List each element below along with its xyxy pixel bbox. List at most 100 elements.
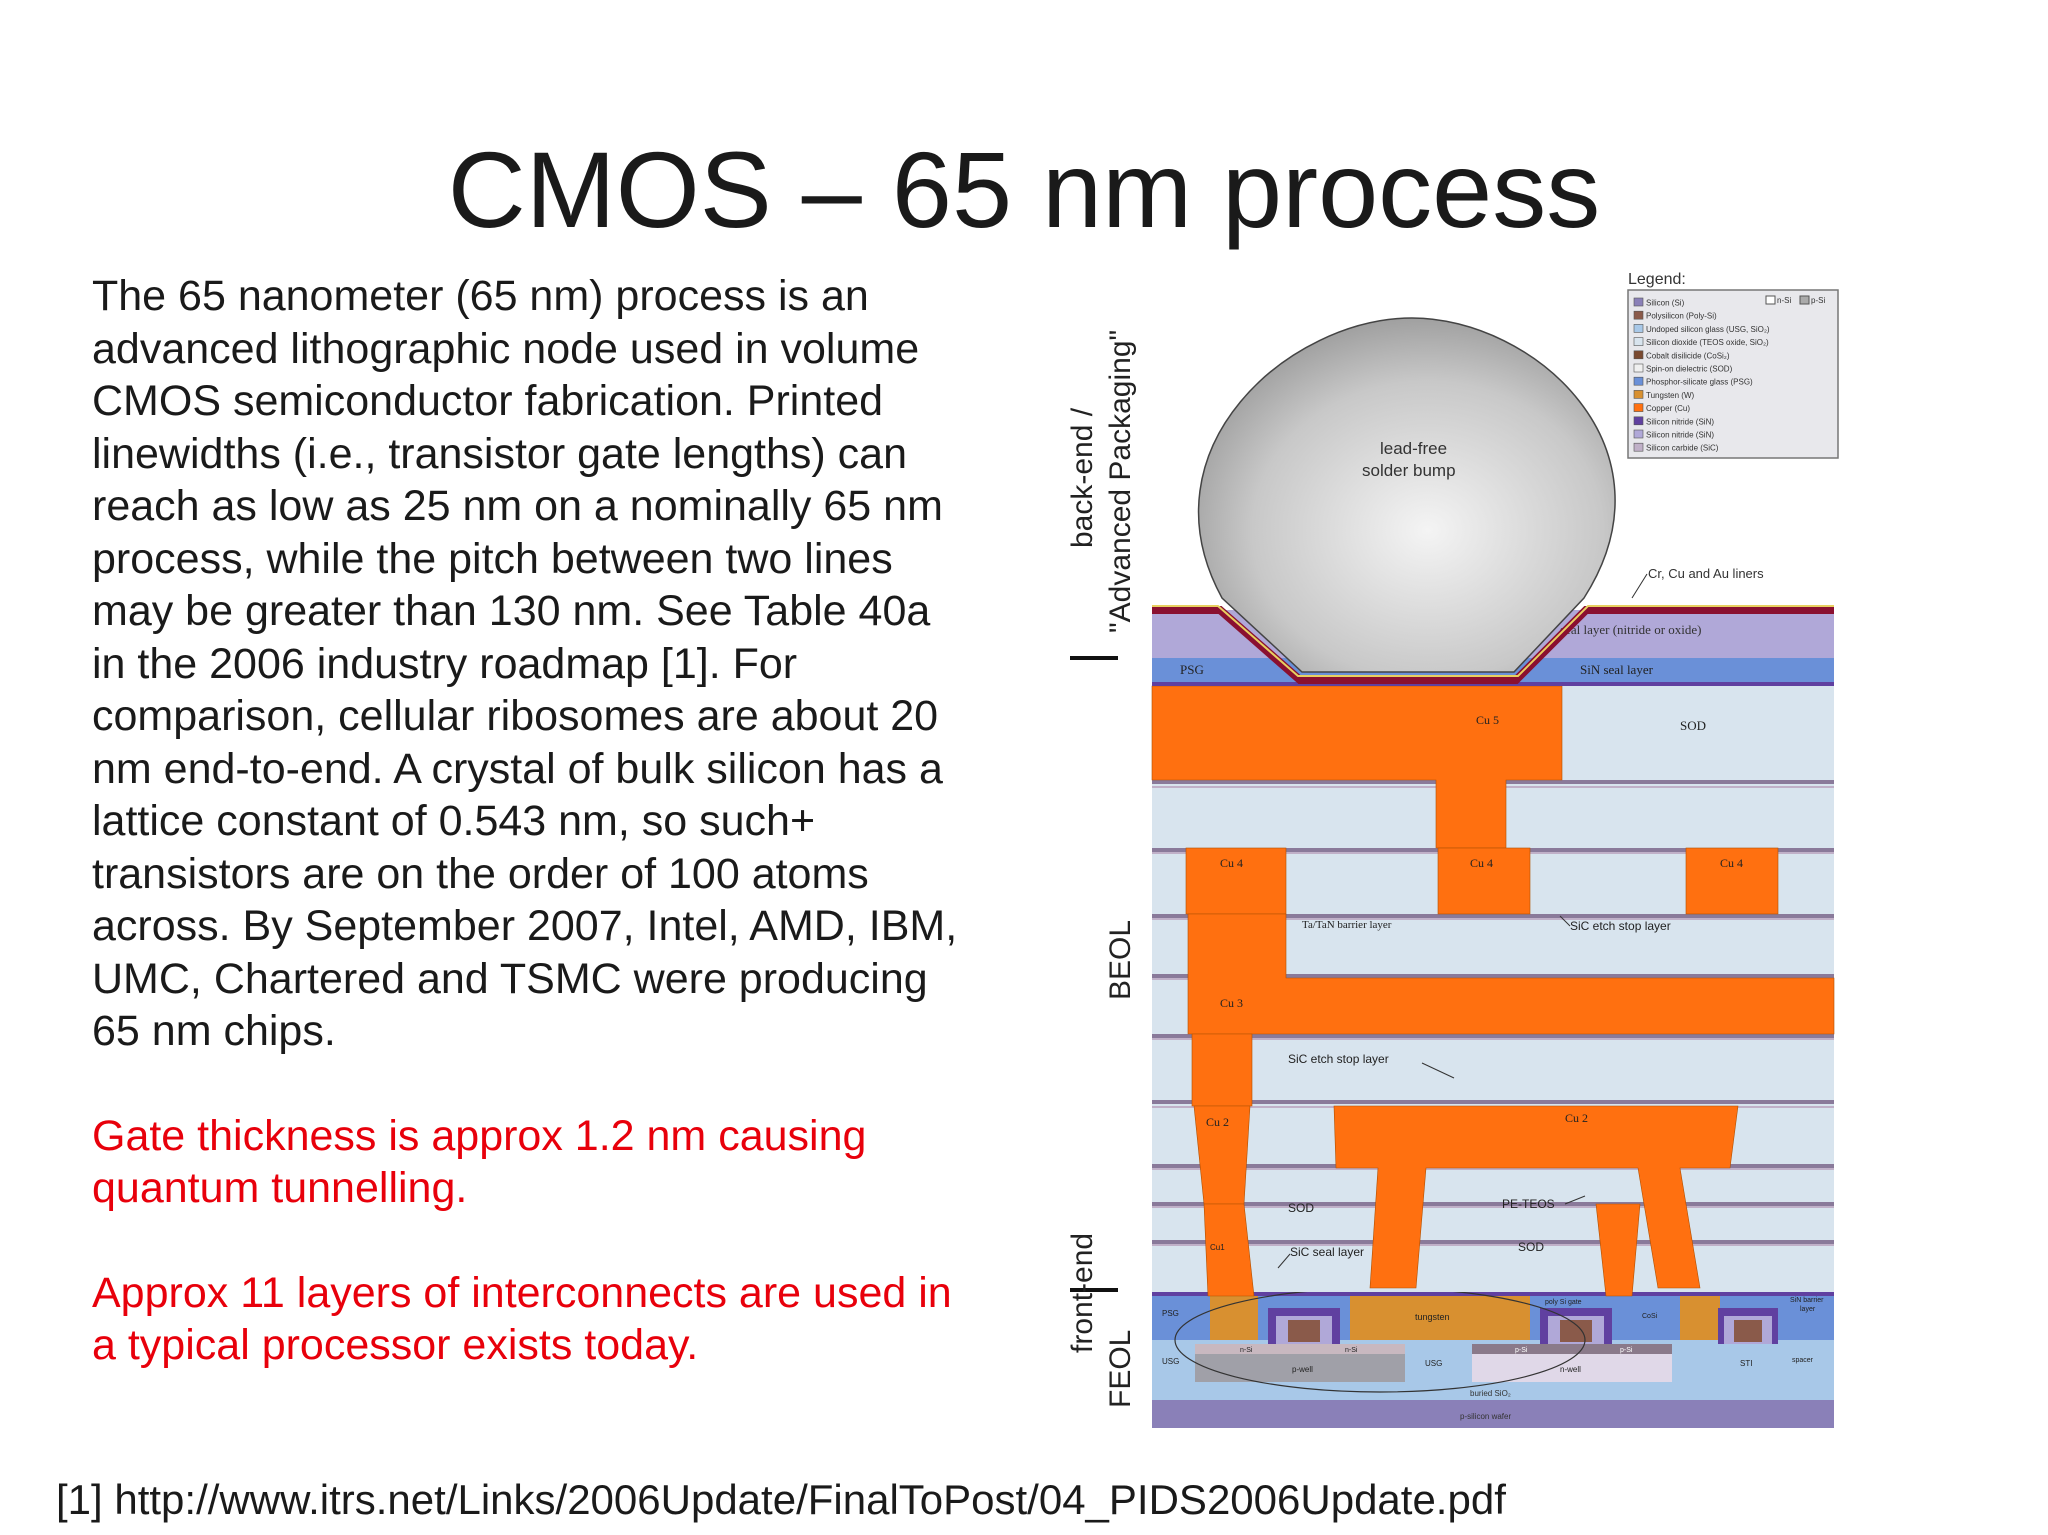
label-psg: PSG [1180, 662, 1204, 677]
label-sic-seal: SiC seal layer [1290, 1245, 1364, 1259]
gate-middle [1540, 1308, 1612, 1344]
cu3-shape [1187, 913, 1835, 1035]
gate-left [1268, 1308, 1340, 1344]
label-usg-left: USG [1162, 1357, 1179, 1366]
label-poly-gate: poly Si gate [1545, 1299, 1582, 1306]
legend-item-label: Cobalt disilicide (CoSi₂) [1646, 351, 1730, 360]
interlayer-line [1152, 1034, 1834, 1038]
label-cu4-middle: Cu 4 [1470, 856, 1493, 870]
label-cu4-left: Cu 4 [1220, 856, 1243, 870]
legend-p-si-swatch [1799, 295, 1810, 305]
legend-n-si: n-Si [1777, 296, 1791, 305]
label-cu4-right: Cu 4 [1720, 856, 1743, 870]
diffusion-right [1472, 1344, 1672, 1354]
legend-swatch [1633, 403, 1644, 412]
cu1-via [1595, 1203, 1641, 1297]
legend-item-label: Silicon nitride (SiN) [1646, 417, 1714, 426]
legend-swatch [1633, 337, 1644, 346]
legend-swatch [1633, 324, 1644, 333]
interlayer-line [1152, 1202, 1834, 1206]
label-sin-barrier: SiN barrier [1790, 1297, 1824, 1304]
legend-swatch [1633, 363, 1644, 373]
legend-item-label: Silicon (Si) [1646, 299, 1685, 308]
label-liners: Cr, Cu and Au liners [1648, 566, 1764, 581]
label-sic-etch-1: SiC etch stop layer [1570, 919, 1671, 933]
label-n-well: n-well [1560, 1365, 1581, 1374]
cu2-bridge [1333, 1105, 1739, 1289]
label-pe-teos: PE-TEOS [1502, 1197, 1555, 1211]
cu4-left [1185, 847, 1287, 915]
legend-item-label: Phosphor-silicate glass (PSG) [1646, 378, 1753, 387]
cu1-left [1203, 1203, 1255, 1297]
legend-swatch [1633, 390, 1644, 399]
label-cosi: CoSi [1642, 1313, 1658, 1320]
label-psg-low: PSG [1162, 1309, 1179, 1318]
legend-item-label: Silicon dioxide (TEOS oxide, SiO₂) [1646, 338, 1769, 347]
label-sod-top: SOD [1680, 718, 1706, 733]
label-spacer: spacer [1792, 1357, 1814, 1364]
buried-oxide [1152, 1384, 1834, 1400]
legend-swatch [1633, 416, 1644, 426]
legend-swatch [1633, 376, 1644, 386]
label-beol: BEOL [1104, 920, 1137, 1000]
gate-right [1718, 1308, 1778, 1344]
label-sin-seal: SiN seal layer [1580, 662, 1654, 677]
label-p-si-2: p-Si [1620, 1347, 1633, 1354]
interlayer-line [1152, 914, 1834, 918]
legend-items: Silicon (Si) Polysilicon (Poly-Si) Undoped… [1633, 297, 1770, 453]
bump-opening-liner [1152, 606, 1834, 684]
label-cu3: Cu 3 [1220, 996, 1243, 1010]
highlight-gate-thickness: Gate thickness is approx 1.2 nm causing … [92, 1111, 867, 1213]
body-text-column: The 65 nanometer (65 nm) process is an a… [92, 270, 972, 1372]
copper-interconnects [1151, 685, 1835, 1297]
tungsten-plug-left [1210, 1296, 1258, 1340]
legend-swatch [1633, 442, 1644, 452]
legend-item-label: Copper (Cu) [1646, 404, 1690, 413]
lead-free-solder-bump [1197, 317, 1616, 673]
label-usg-mid: USG [1425, 1359, 1442, 1368]
label-wafer: p-silicon wafer [1460, 1412, 1511, 1421]
label-p-well: p-well [1292, 1365, 1313, 1374]
legend-title: Legend: [1628, 271, 1686, 288]
sic-etch-pointer-2 [1421, 1062, 1455, 1079]
sic-etch-pointer-1 [1559, 915, 1571, 927]
cu4-middle [1437, 847, 1531, 915]
label-seal-layer: seal layer (nitride or oxide) [1560, 622, 1702, 637]
legend: Legend: Silicon (Si) Polysilicon (Poly-Si… [1627, 271, 1839, 459]
sic-seal-pointer [1277, 1253, 1291, 1269]
legend-n-si-swatch [1765, 295, 1776, 305]
tungsten-plug-right [1680, 1296, 1720, 1340]
label-solder-2: solder bump [1362, 461, 1456, 480]
legend-item-label: Undoped silicon glass (USG, SiO₂) [1646, 325, 1770, 334]
interlayer-line [1152, 1206, 1834, 1208]
label-tungsten: tungsten [1415, 1312, 1450, 1322]
legend-swatch [1633, 297, 1644, 307]
cmos-cross-section-figure: back-end / "Advanced Packaging" BEOL fro… [1040, 268, 1840, 1438]
label-n-si-1: n-Si [1240, 1347, 1253, 1354]
legend-item-label: Tungsten (W) [1646, 391, 1694, 400]
label-sic-etch-2: SiC etch stop layer [1288, 1052, 1389, 1066]
legend-item-label: Silicon nitride (SiN) [1646, 431, 1714, 440]
legend-item-label: Silicon carbide (SiC) [1646, 444, 1719, 453]
body-paragraph: The 65 nanometer (65 nm) process is an a… [92, 272, 958, 1055]
feol-nitride-line [1152, 1292, 1834, 1296]
label-cu5: Cu 5 [1476, 713, 1499, 727]
label-p-si-1: p-Si [1515, 1347, 1528, 1354]
slide-title: CMOS – 65 nm process [447, 129, 1601, 250]
cu4-right [1685, 847, 1779, 915]
reference-link[interactable]: [1] http://www.itrs.net/Links/2006Update… [56, 1476, 1506, 1523]
p-well-region [1195, 1354, 1405, 1382]
cross-section-diagram: back-end / "Advanced Packaging" BEOL fro… [1066, 271, 1839, 1428]
pe-teos-pointer [1564, 1195, 1586, 1205]
interlayer-line [1152, 974, 1834, 978]
label-back-end: back-end / [1066, 407, 1099, 548]
cu3-down-via [1191, 1033, 1253, 1107]
p-silicon-wafer [1152, 1400, 1834, 1428]
label-front-end: front-end [1066, 1233, 1099, 1353]
label-feol: FEOL [1104, 1330, 1137, 1408]
legend-box [1627, 289, 1839, 459]
interlayer-line [1152, 918, 1834, 920]
bump-opening-gold [1152, 605, 1834, 677]
diffusion-left [1195, 1344, 1405, 1354]
label-cu1: Cu1 [1210, 1243, 1225, 1252]
